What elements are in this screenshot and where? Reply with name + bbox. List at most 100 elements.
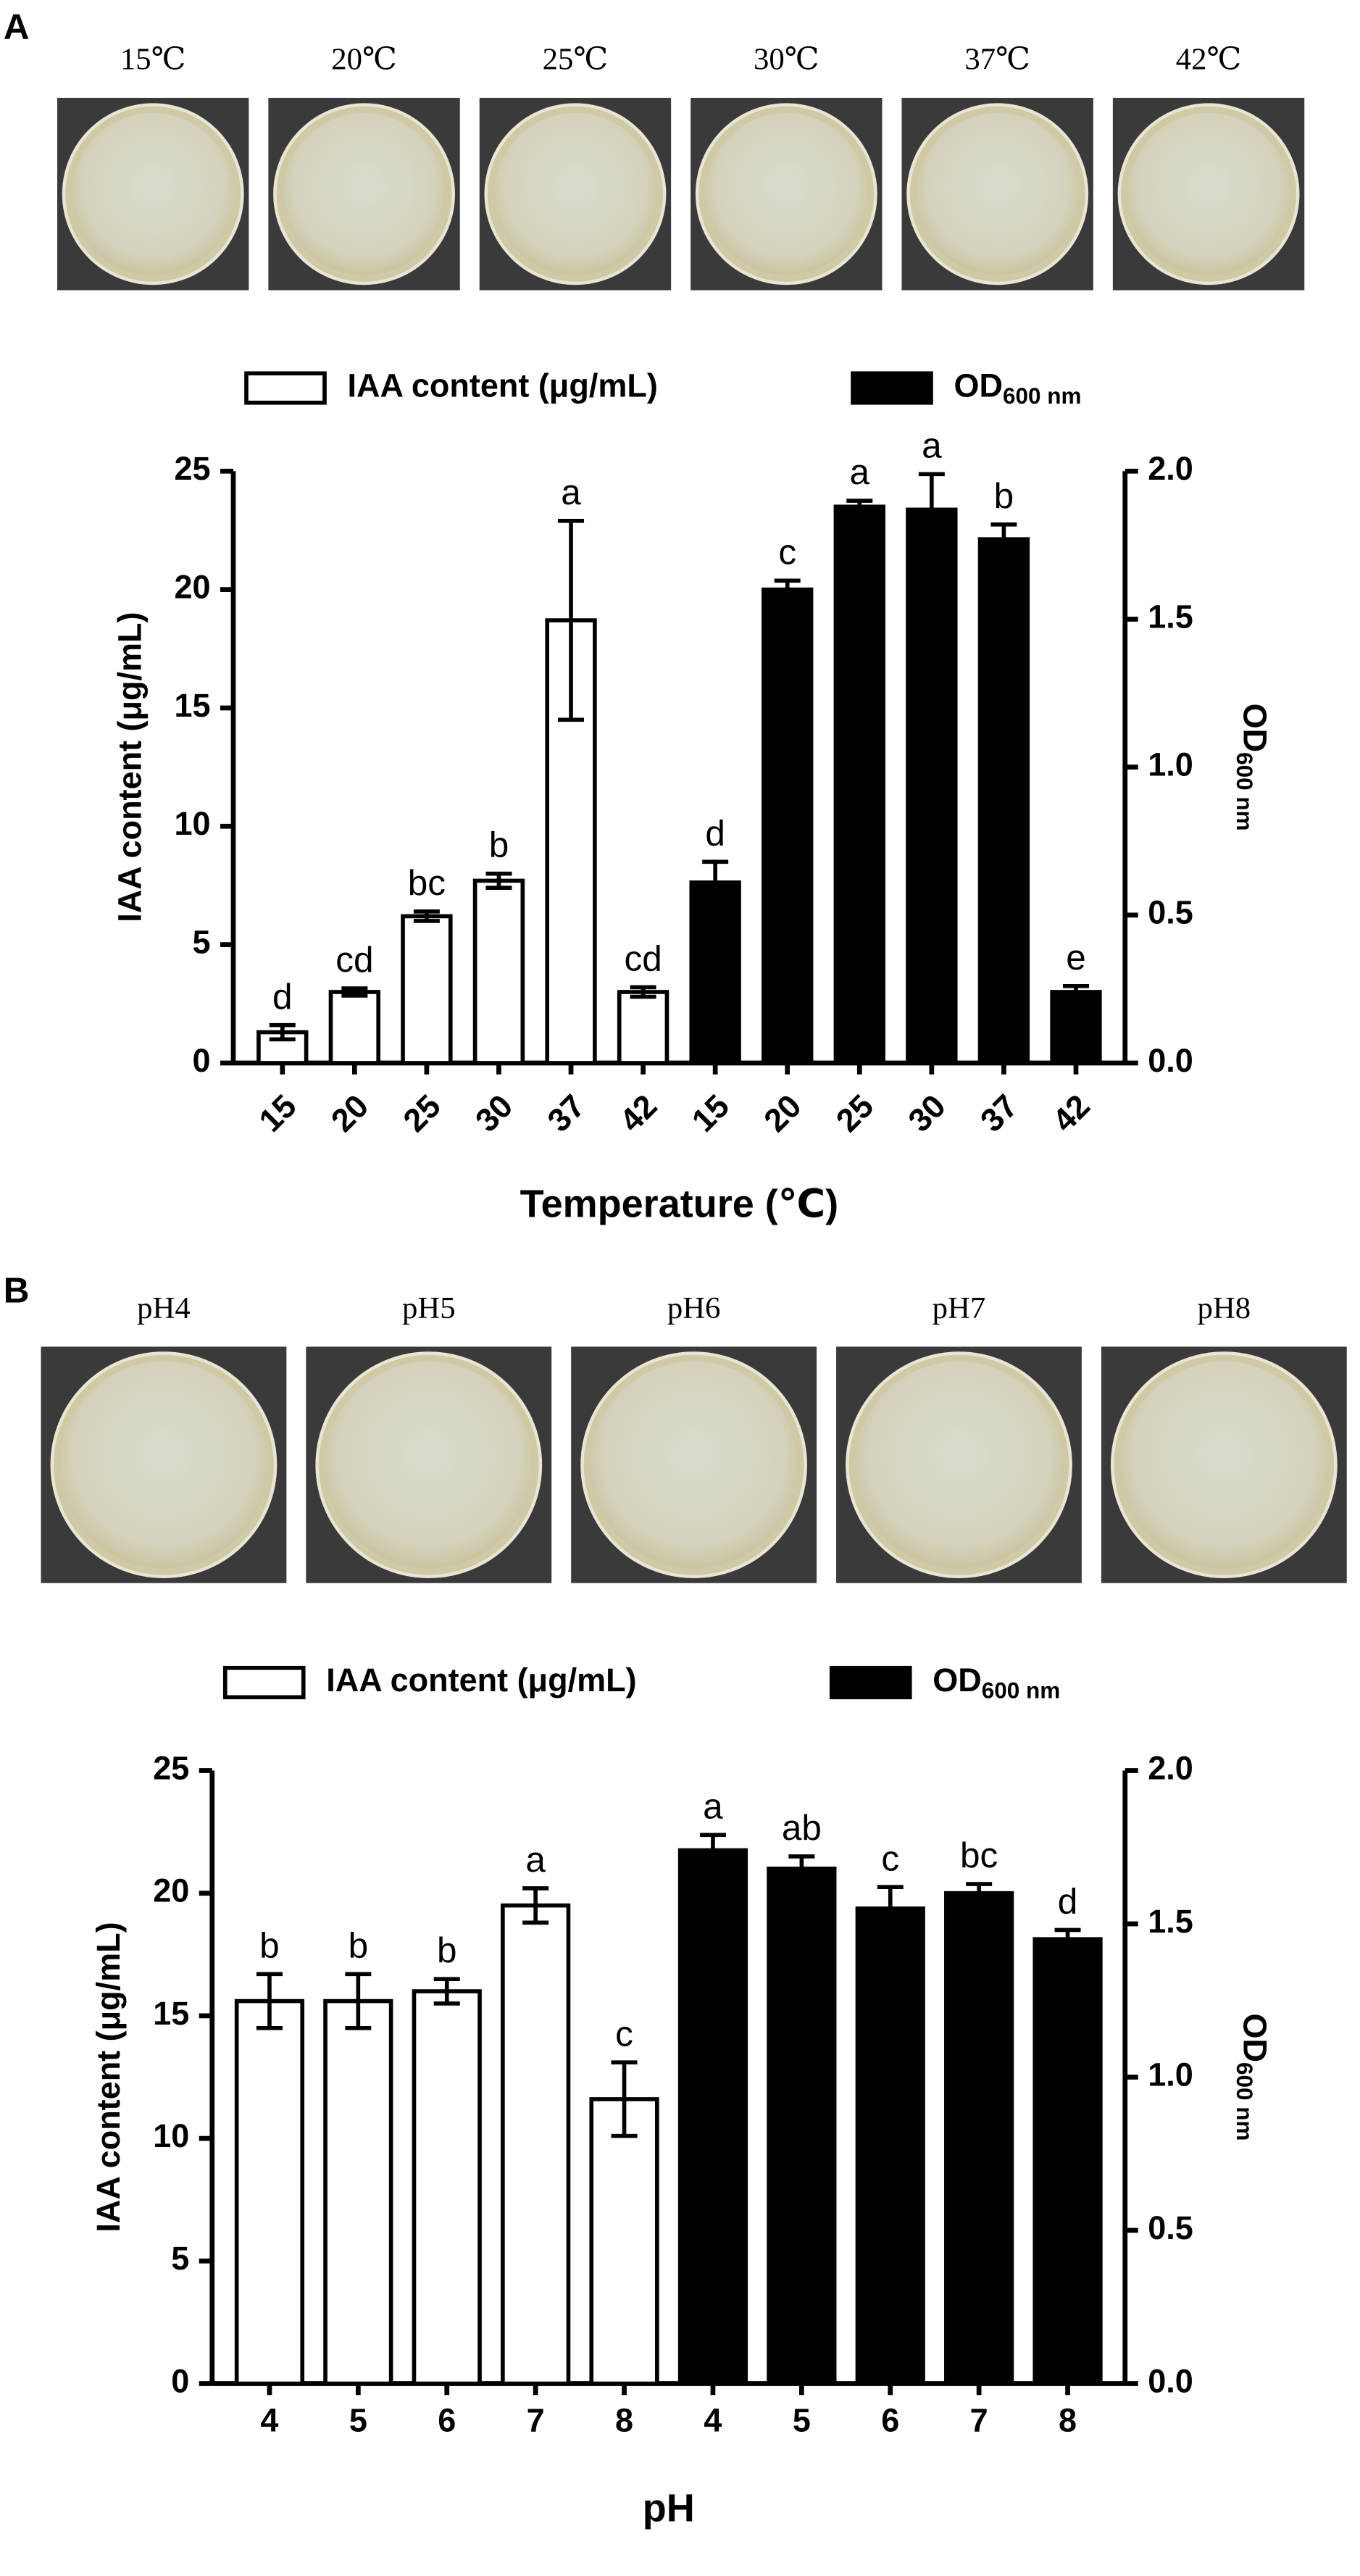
panel-label: A [4,7,30,47]
bar [589,2097,659,2386]
legend-swatch [829,1665,912,1700]
bar [617,990,669,1065]
x-tick-label: 25 [829,1087,880,1138]
bar [472,878,525,1065]
bar [833,504,885,1065]
significance-letter: c [615,2014,633,2054]
plate [855,1361,1063,1569]
y-tick-label: 0 [192,1042,210,1079]
y-tick-label: 5 [192,924,210,961]
x-tick-label: 5 [793,2401,811,2438]
bar [323,1998,393,2386]
y2-axis-label-sub: 600 nm [1231,752,1257,831]
y-tick-label: 20 [174,568,210,605]
significance-letter: c [778,532,796,572]
legend-label: IAA content (μg/mL) [348,367,658,404]
significance-letter: c [881,1838,899,1878]
x-tick-label: 30 [901,1087,952,1138]
legend-swatch [244,371,327,405]
photo-label: 37℃ [964,42,1030,76]
y2-tick-label: 0.0 [1148,1042,1193,1079]
plate [72,112,235,275]
significance-letter: a [525,1840,546,1880]
y2-tick-label: 0.5 [1148,2209,1193,2246]
legend-label-sub: 600 nm [1003,383,1082,409]
y-axis-label: IAA content (μg/mL) [90,1922,127,2232]
x-tick-label: 7 [527,2401,545,2438]
x-tick-label: 37 [973,1087,1025,1138]
x-axis-label: Temperature (℃) [520,1182,838,1225]
x-tick-label: 42 [612,1087,664,1138]
bar [944,1891,1014,2386]
legend-label-main: OD [954,367,1004,404]
y2-axis-label-sub: 600 nm [1231,2062,1257,2141]
x-tick-label: 25 [396,1087,447,1138]
x-tick-label: 15 [251,1087,303,1138]
y-axis-label: IAA content (μg/mL) [111,612,148,922]
x-tick-label: 8 [1059,2401,1077,2438]
bar [328,990,381,1065]
bar [1032,1937,1103,2386]
y-tick-label: 5 [171,2240,189,2277]
significance-letter: b [349,1925,369,1965]
y-tick-label: 25 [174,450,210,487]
significance-letter: a [703,1786,723,1826]
x-tick-label: 4 [260,2401,278,2438]
y-tick-label: 0 [171,2362,189,2399]
legend-label-sub: 600 nm [982,1677,1061,1704]
photo-label: pH5 [402,1291,456,1325]
x-tick-label: 20 [756,1087,808,1138]
significance-letter: b [259,1925,280,1965]
plate [494,112,656,275]
plate [1120,1361,1328,1569]
y2-tick-label: 0.5 [1148,894,1193,931]
significance-letter: a [850,452,870,492]
y2-axis-label: OD600 nm [1231,704,1273,831]
x-tick-label: 8 [615,2401,633,2438]
plate [60,1361,267,1569]
y-tick-label: 20 [153,1872,189,1909]
photo-label: 42℃ [1176,42,1242,76]
x-tick-label: 37 [541,1087,592,1138]
y2-axis-label: OD600 nm [1231,2013,1273,2141]
bar [767,1867,837,2386]
y2-tick-label: 1.0 [1148,2056,1193,2093]
legend-swatch [222,1665,306,1700]
photo-label: 20℃ [331,42,397,76]
significance-letter: d [1058,1882,1078,1922]
legend-label-main: IAA content (μg/mL) [326,1662,636,1698]
x-tick-label: 6 [438,2401,456,2438]
x-tick-label: 42 [1045,1087,1096,1138]
x-tick-label: 6 [881,2401,899,2438]
photo-label: 25℃ [543,42,609,76]
bar [677,1848,748,2386]
y2-tick-label: 1.5 [1148,598,1193,635]
y-tick-label: 25 [153,1749,189,1786]
bar [412,1989,482,2386]
x-tick-label: 7 [970,2401,988,2438]
photo-label: pH7 [933,1291,986,1325]
significance-letter: a [561,472,581,512]
significance-letter: b [994,476,1014,516]
bar [906,507,958,1065]
bar [762,587,814,1065]
bar [977,537,1030,1065]
photo-label: pH8 [1198,1291,1251,1325]
legend-label-main: OD [933,1662,982,1698]
panel-label: B [4,1270,30,1310]
legend-label-main: IAA content (μg/mL) [348,367,658,404]
y2-tick-label: 2.0 [1148,450,1193,487]
y2-tick-label: 0.0 [1148,2362,1193,2399]
plate [916,112,1079,275]
bar [1050,990,1102,1065]
legend-label: IAA content (μg/mL) [326,1662,636,1698]
significance-letter: bc [960,1835,998,1875]
x-tick-label: 30 [468,1087,520,1138]
legend-label: OD600 nm [954,367,1082,409]
legend-swatch [851,371,933,405]
y2-axis-label-main: OD [1236,704,1273,753]
plate [1127,112,1290,275]
photo-label: 15℃ [120,42,186,76]
y-tick-label: 15 [153,1995,189,2032]
significance-letter: bc [408,863,446,903]
